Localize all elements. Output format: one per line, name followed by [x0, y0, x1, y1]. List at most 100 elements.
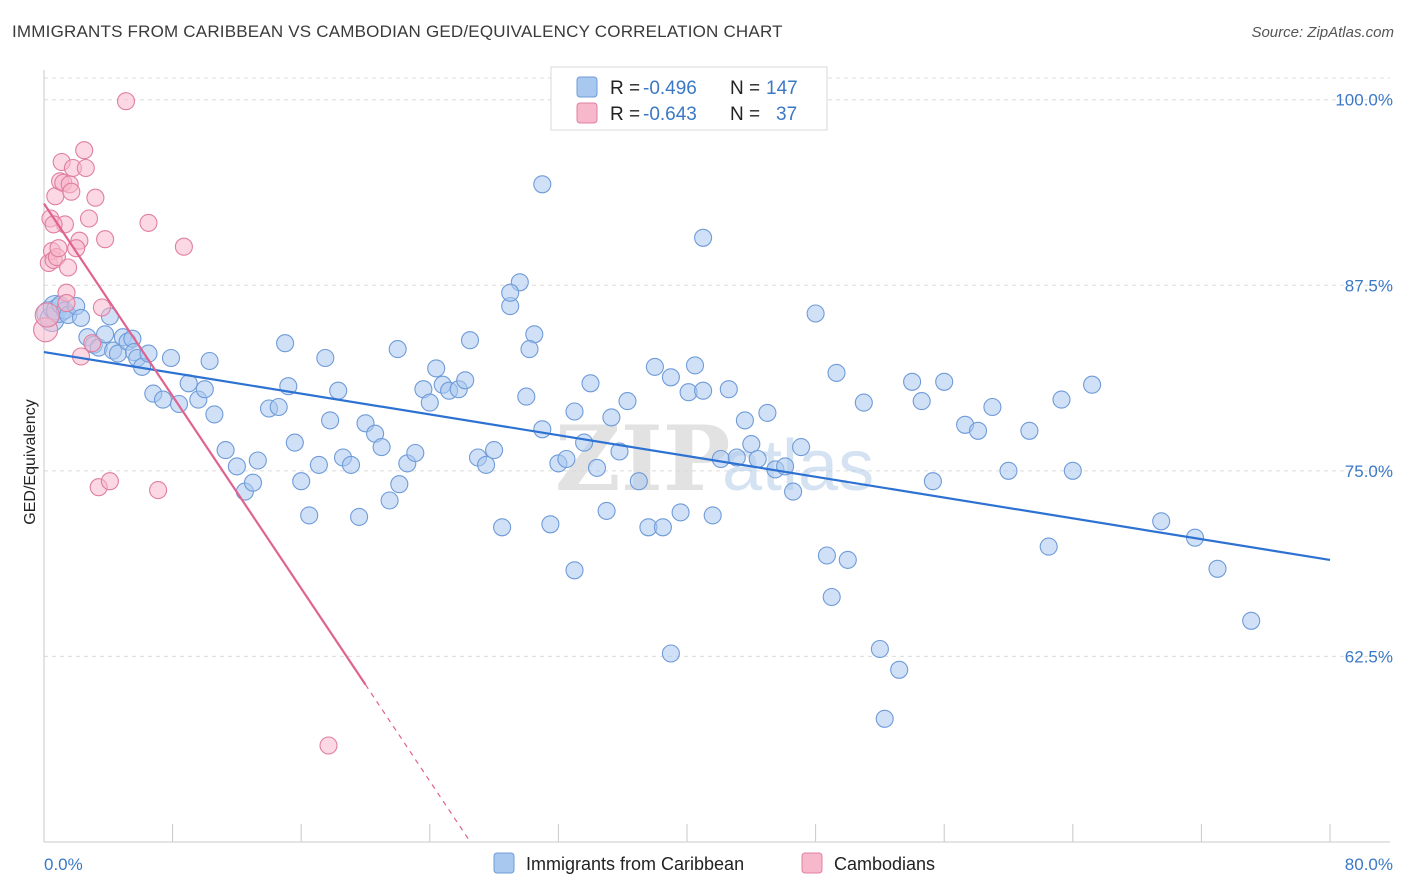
legend-swatch-cambodians — [576, 102, 598, 124]
trend-line-cambodians-extension — [365, 684, 469, 840]
point-cambodians — [319, 736, 338, 755]
point-caribbean — [493, 518, 512, 537]
point-cambodians — [100, 472, 119, 491]
point-caribbean — [1063, 461, 1082, 480]
point-caribbean — [806, 304, 825, 323]
point-caribbean — [341, 455, 361, 474]
point-caribbean — [854, 393, 873, 412]
legend-swatch-caribbean — [576, 76, 598, 98]
legend-r-label-cambodians: R = — [610, 104, 640, 125]
point-caribbean — [727, 448, 746, 467]
point-caribbean — [350, 507, 369, 526]
legend-bottom-label-caribbean: Immigrants from Caribbean — [526, 854, 744, 874]
legend-top: R = -0.496 N = 147 R = -0.643 N = 37 — [550, 66, 828, 131]
point-caribbean — [999, 461, 1018, 480]
point-caribbean — [703, 506, 722, 525]
trend-lines — [43, 203, 1331, 840]
point-cambodians — [62, 182, 81, 201]
point-cambodians — [49, 239, 68, 258]
point-cambodians — [34, 302, 60, 328]
data-points — [33, 92, 1261, 755]
point-caribbean — [912, 392, 931, 411]
legend-bottom-swatch-cambodians — [801, 852, 823, 874]
legend-r-label-caribbean: R = — [610, 78, 640, 99]
point-caribbean — [300, 506, 319, 525]
point-caribbean — [406, 443, 425, 463]
legend-n-label-cambodians: N = — [730, 104, 760, 125]
point-caribbean — [248, 451, 267, 470]
point-cambodians — [59, 258, 78, 277]
point-caribbean — [139, 344, 158, 363]
point-cambodians — [79, 209, 99, 228]
trend-line-caribbean — [43, 350, 1331, 562]
point-cambodians — [149, 481, 168, 500]
x-tick-labels: 0.0% 80.0% — [44, 855, 1393, 874]
point-caribbean — [935, 372, 954, 391]
trend-line-cambodians — [43, 203, 367, 686]
point-caribbean — [216, 441, 235, 460]
point-caribbean — [817, 546, 836, 565]
point-caribbean — [456, 371, 475, 390]
point-cambodians — [76, 158, 95, 178]
point-caribbean — [243, 473, 263, 492]
point-caribbean — [309, 455, 328, 474]
point-caribbean — [460, 331, 480, 350]
point-caribbean — [581, 374, 600, 393]
point-caribbean — [269, 397, 288, 417]
y-axis-title: GED/Equivalency — [22, 399, 39, 524]
chart-title: IMMIGRANTS FROM CARIBBEAN VS CAMBODIAN G… — [12, 22, 783, 41]
point-caribbean — [822, 587, 841, 607]
point-caribbean — [565, 402, 584, 421]
point-caribbean — [96, 325, 115, 344]
point-caribbean — [1208, 559, 1227, 578]
point-caribbean — [694, 228, 713, 247]
y-tick-label: 100.0% — [1335, 91, 1393, 110]
point-caribbean — [205, 405, 224, 424]
point-caribbean — [321, 411, 340, 430]
point-caribbean — [653, 518, 672, 537]
point-caribbean — [968, 421, 988, 440]
point-caribbean — [870, 639, 889, 659]
point-caribbean — [610, 442, 629, 461]
point-cambodians — [86, 188, 105, 207]
point-cambodians — [83, 334, 102, 353]
point-caribbean — [792, 438, 811, 457]
point-caribbean — [827, 363, 846, 382]
point-caribbean — [285, 433, 304, 452]
point-caribbean — [748, 449, 767, 469]
point-caribbean — [200, 351, 219, 371]
point-caribbean — [661, 368, 680, 387]
point-caribbean — [388, 340, 407, 359]
point-caribbean — [1083, 375, 1102, 394]
point-caribbean — [645, 357, 664, 376]
legend-bottom-swatch-caribbean — [493, 852, 515, 874]
point-caribbean — [153, 390, 173, 409]
point-caribbean — [565, 561, 584, 580]
legend-n-value-caribbean: 147 — [766, 78, 798, 99]
point-caribbean — [742, 435, 761, 454]
point-caribbean — [195, 380, 214, 399]
point-caribbean — [875, 709, 894, 728]
point-caribbean — [983, 397, 1002, 417]
point-caribbean — [380, 491, 399, 510]
point-cambodians — [116, 92, 136, 111]
point-cambodians — [44, 215, 63, 234]
point-caribbean — [533, 420, 552, 439]
legend-bottom: Immigrants from Caribbean Cambodians — [493, 852, 935, 874]
point-caribbean — [1242, 611, 1261, 630]
x-tick-label-max: 80.0% — [1345, 855, 1393, 874]
source-label: Source: ZipAtlas.com — [1251, 24, 1394, 41]
point-cambodians — [57, 294, 76, 313]
point-caribbean — [671, 503, 690, 522]
point-caribbean — [685, 356, 705, 375]
legend-n-value-cambodians: 37 — [776, 104, 797, 125]
point-cambodians — [75, 141, 94, 160]
point-caribbean — [694, 381, 713, 400]
point-caribbean — [784, 482, 803, 501]
point-caribbean — [661, 644, 680, 663]
point-caribbean — [292, 472, 311, 491]
point-cambodians — [96, 230, 115, 249]
point-caribbean — [597, 501, 616, 520]
point-caribbean — [1039, 537, 1058, 556]
